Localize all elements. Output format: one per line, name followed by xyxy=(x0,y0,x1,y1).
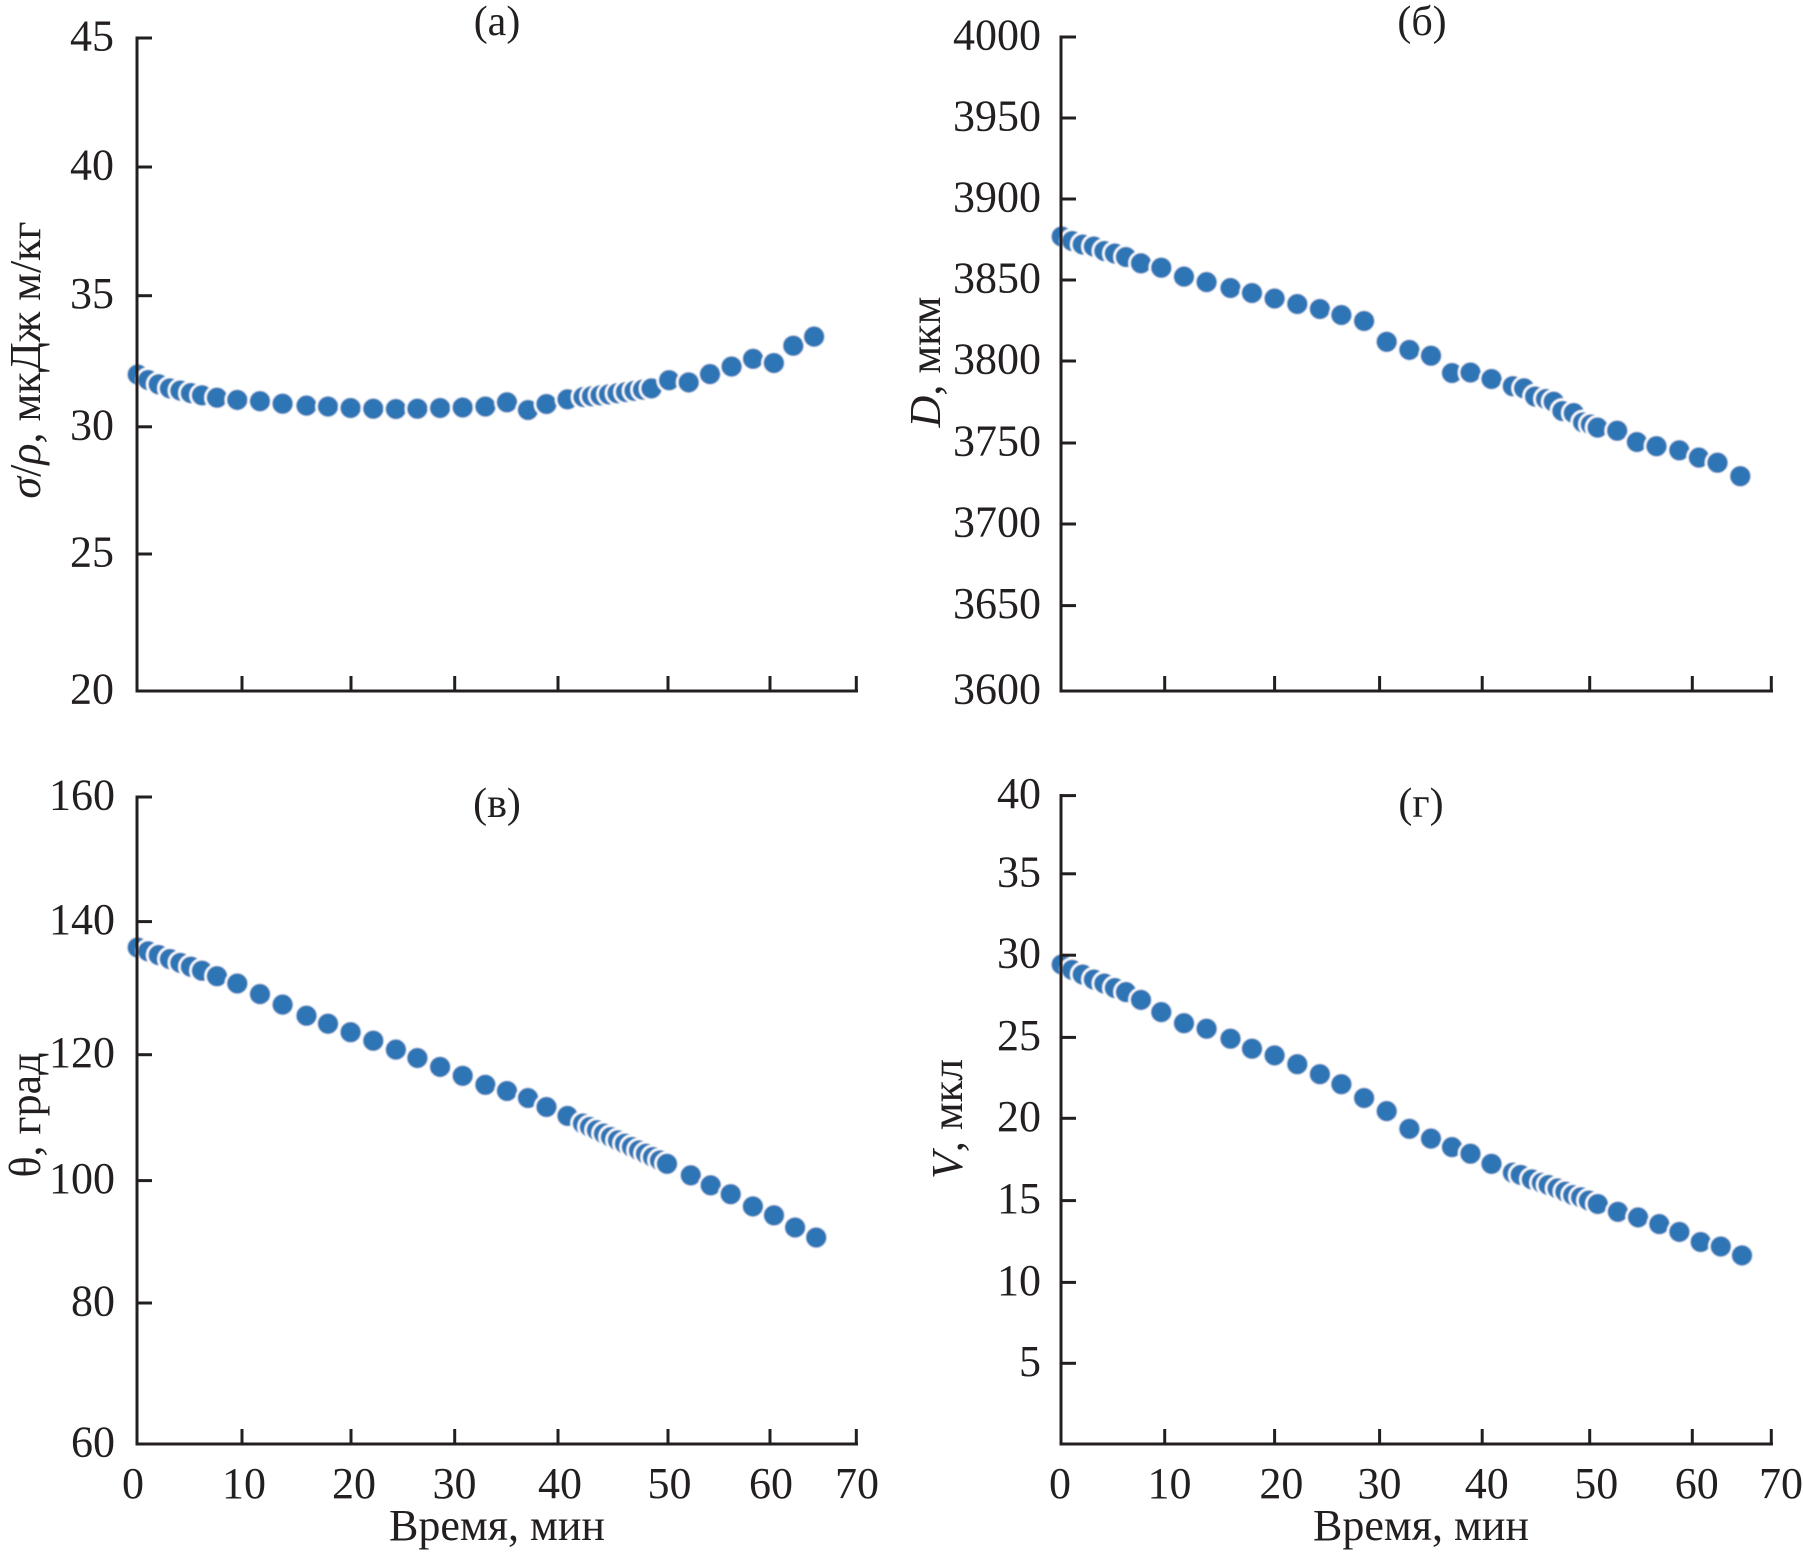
svg-text:15: 15 xyxy=(997,1174,1041,1223)
svg-text:50: 50 xyxy=(648,1459,692,1508)
svg-text:(б): (б) xyxy=(1397,0,1446,45)
svg-text:0: 0 xyxy=(1049,1459,1071,1508)
svg-text:20: 20 xyxy=(997,1092,1041,1141)
svg-text:60: 60 xyxy=(71,1418,115,1467)
svg-text:10: 10 xyxy=(1148,1459,1192,1508)
svg-text:3700: 3700 xyxy=(953,498,1041,547)
svg-text:60: 60 xyxy=(1675,1459,1719,1508)
svg-text:30: 30 xyxy=(1358,1459,1402,1508)
svg-text:80: 80 xyxy=(71,1277,115,1326)
svg-text:120: 120 xyxy=(49,1028,115,1077)
svg-text:4000: 4000 xyxy=(953,11,1041,60)
svg-text:10: 10 xyxy=(222,1459,266,1508)
svg-text:5: 5 xyxy=(1019,1337,1041,1386)
svg-text:40: 40 xyxy=(1465,1459,1509,1508)
svg-text:3650: 3650 xyxy=(953,579,1041,628)
svg-text:30: 30 xyxy=(70,400,114,449)
svg-text:θ, град: θ, град xyxy=(1,1052,50,1177)
svg-text:35: 35 xyxy=(70,269,114,318)
svg-text:3950: 3950 xyxy=(953,92,1041,141)
svg-text:25: 25 xyxy=(70,528,114,577)
svg-text:(г): (г) xyxy=(1398,781,1443,827)
svg-text:20: 20 xyxy=(70,665,114,714)
svg-text:3800: 3800 xyxy=(953,335,1041,384)
svg-text:70: 70 xyxy=(835,1459,879,1508)
svg-text:60: 60 xyxy=(749,1459,793,1508)
svg-text:Время, мин: Время, мин xyxy=(1313,1501,1529,1550)
svg-text:0: 0 xyxy=(122,1459,144,1508)
svg-text:3850: 3850 xyxy=(953,254,1041,303)
svg-text:25: 25 xyxy=(997,1011,1041,1060)
svg-text:σ/ρ, мкДж м/кг: σ/ρ, мкДж м/кг xyxy=(1,221,50,498)
svg-text:40: 40 xyxy=(70,141,114,190)
svg-text:20: 20 xyxy=(1259,1459,1303,1508)
svg-text:30: 30 xyxy=(997,929,1041,978)
svg-text:Время, мин: Время, мин xyxy=(389,1501,605,1550)
svg-text:160: 160 xyxy=(49,771,115,820)
svg-text:140: 140 xyxy=(49,895,115,944)
svg-text:(а): (а) xyxy=(474,0,521,45)
svg-text:D, мкм: D, мкм xyxy=(901,297,950,429)
svg-text:70: 70 xyxy=(1759,1459,1803,1508)
svg-text:3750: 3750 xyxy=(953,417,1041,466)
svg-text:35: 35 xyxy=(997,847,1041,896)
svg-text:30: 30 xyxy=(433,1459,477,1508)
svg-text:(в): (в) xyxy=(473,781,521,827)
svg-text:V, мкл: V, мкл xyxy=(923,1059,972,1179)
svg-text:40: 40 xyxy=(538,1459,582,1508)
svg-text:50: 50 xyxy=(1574,1459,1618,1508)
svg-text:20: 20 xyxy=(332,1459,376,1508)
svg-text:100: 100 xyxy=(49,1154,115,1203)
svg-text:3900: 3900 xyxy=(953,173,1041,222)
svg-text:10: 10 xyxy=(997,1256,1041,1305)
svg-text:3600: 3600 xyxy=(953,665,1041,714)
svg-text:45: 45 xyxy=(70,12,114,61)
svg-text:40: 40 xyxy=(997,769,1041,818)
